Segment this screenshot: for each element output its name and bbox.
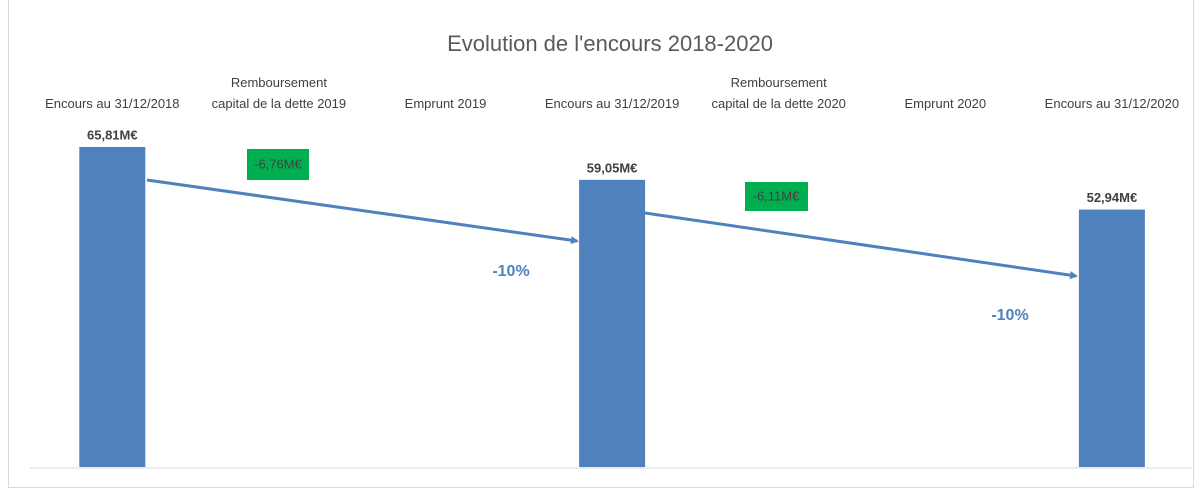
annotation: -6,76M€ [254,156,302,171]
data-label: 65,81M€ [87,127,138,142]
bar [79,147,146,467]
category-label: Encours au 31/12/2018 [45,96,180,111]
category-label: Encours au 31/12/2020 [1044,96,1180,111]
annotation-box [247,149,309,180]
annotation: -10% [492,263,529,280]
category-label: Emprunt 2020 [904,96,987,111]
chart-title: Evolution de l'encours 2018-2020 [447,31,773,56]
annotation: -6,11M€ [753,188,800,203]
chart-frame [8,0,1194,488]
data-label: 59,05M€ [587,160,638,175]
category-label: Emprunt 2019 [404,96,487,111]
category-label: Remboursement capital de la dette 2019 [211,75,347,111]
category-label: Encours au 31/12/2019 [544,96,680,111]
annotation: -10% [991,307,1028,324]
trend-arrow [644,211,1078,280]
bar [579,179,646,467]
trend-arrow [146,178,579,245]
annotation-box [745,182,808,211]
bar [1078,209,1145,468]
category-label: Remboursement capital de la dette 2020 [711,75,846,111]
data-label: 52,94M€ [1087,190,1138,205]
